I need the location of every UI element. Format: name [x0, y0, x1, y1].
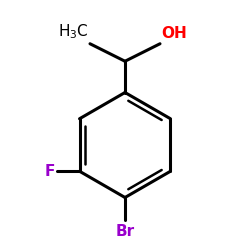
Text: Br: Br [116, 224, 134, 239]
Text: OH: OH [161, 26, 187, 41]
Text: H$_3$C: H$_3$C [58, 22, 89, 41]
Text: F: F [45, 164, 55, 179]
